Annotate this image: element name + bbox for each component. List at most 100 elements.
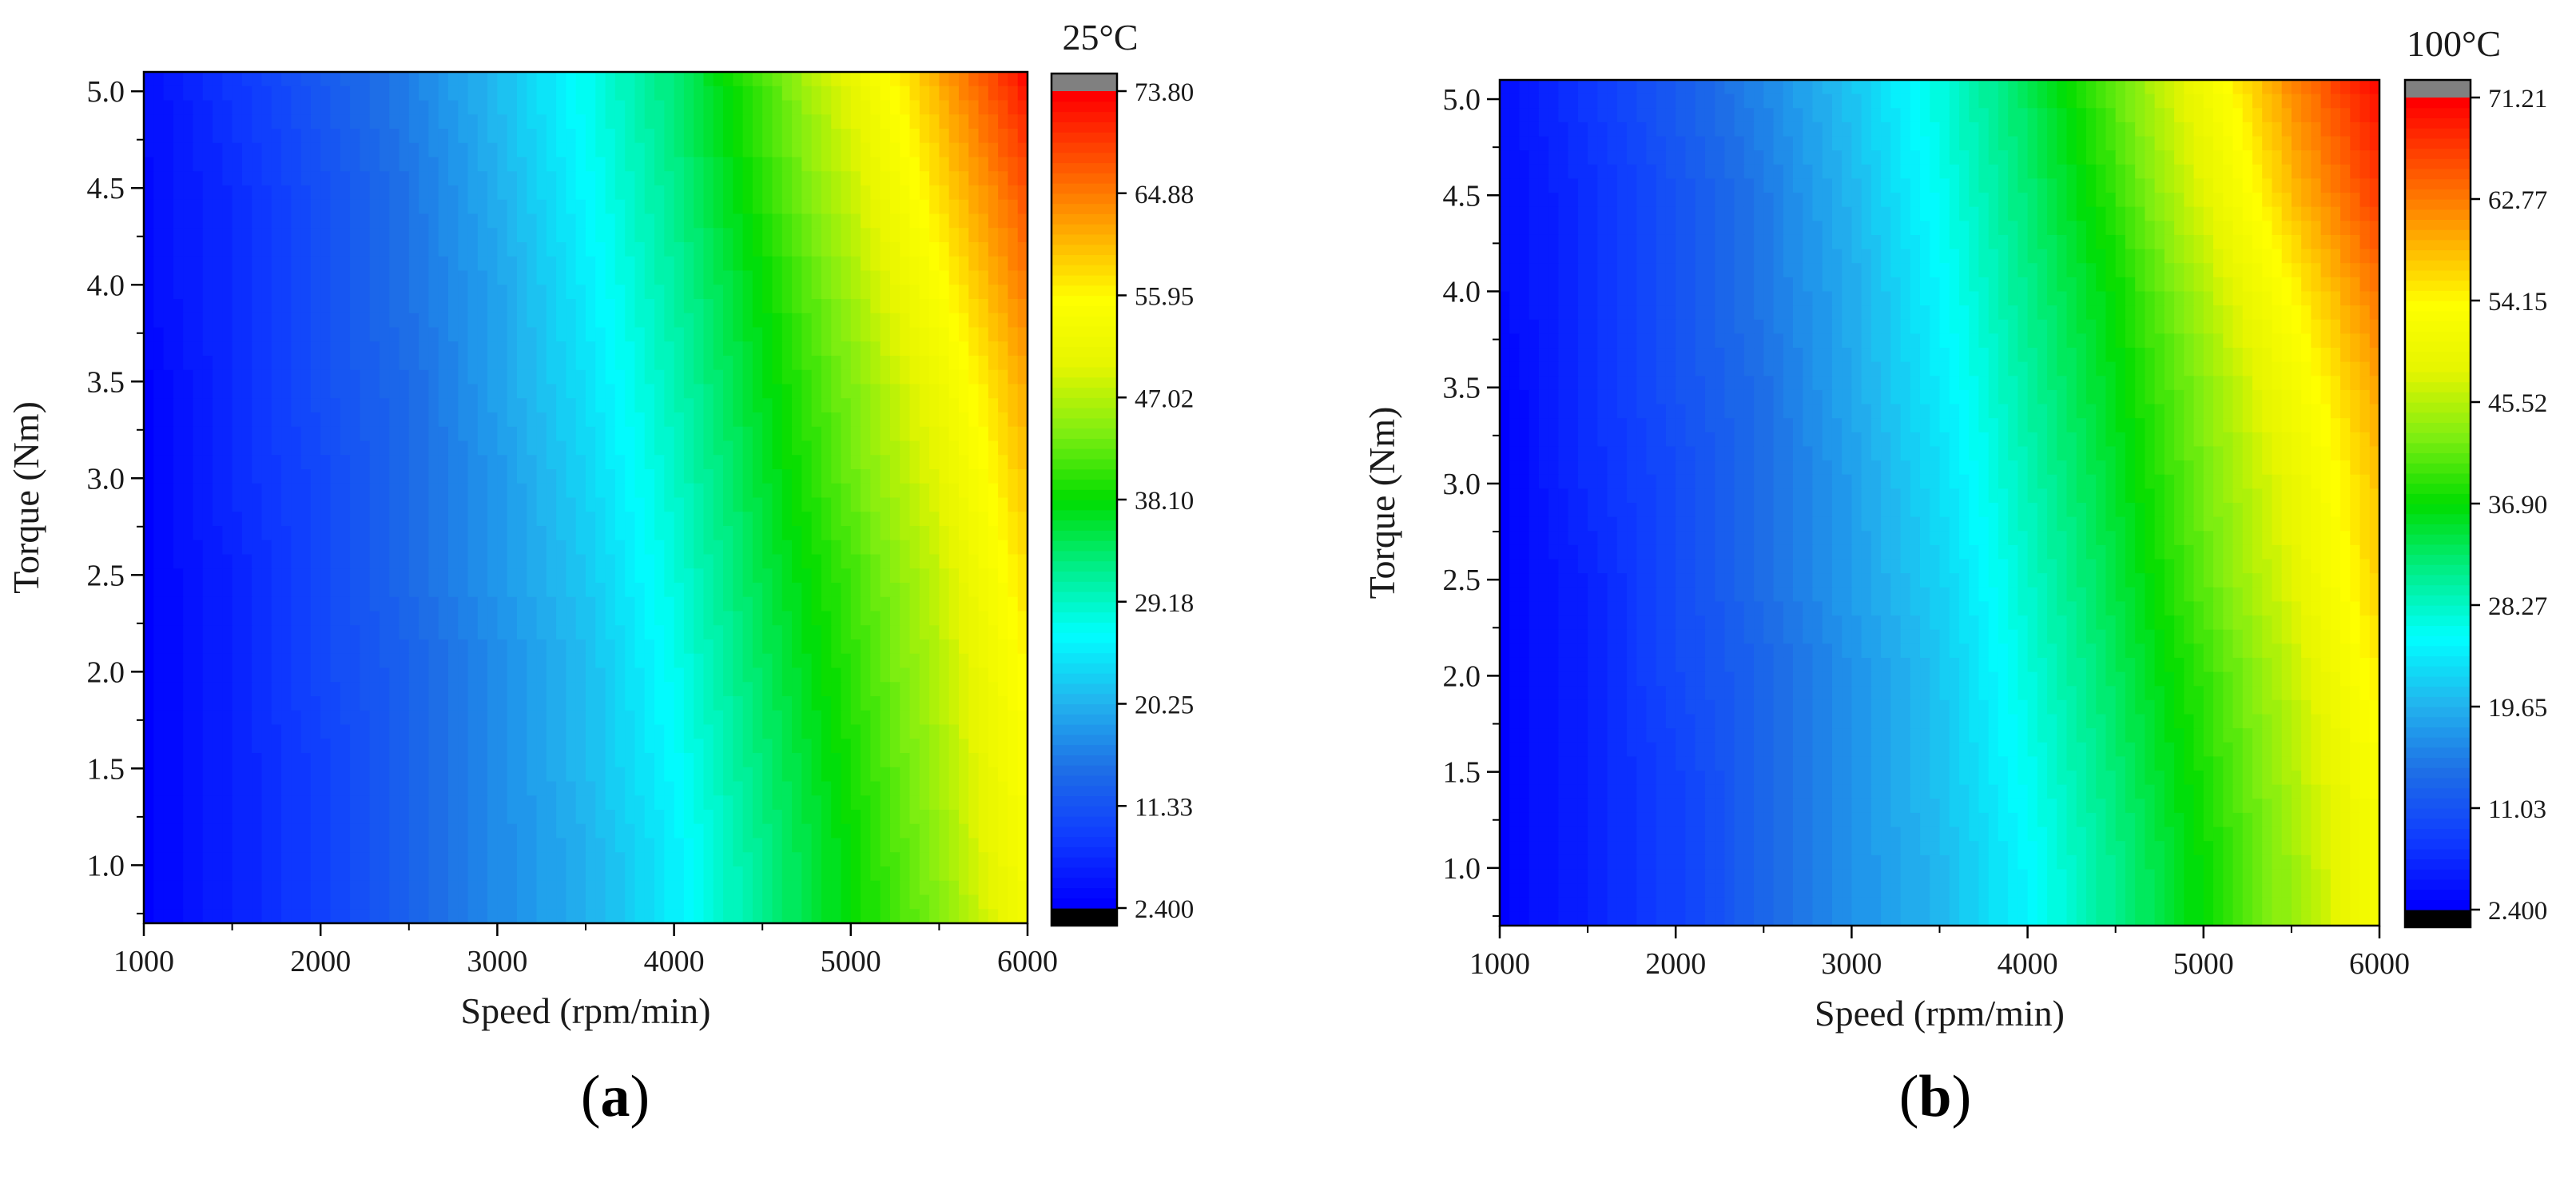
heatmap-cell xyxy=(222,823,233,839)
heatmap-cell xyxy=(144,483,155,499)
heatmap-cell xyxy=(300,426,312,442)
heatmap-cell xyxy=(614,596,626,612)
heatmap-cell xyxy=(507,753,518,768)
heatmap-cell xyxy=(978,313,989,329)
heatmap-cell xyxy=(1017,696,1028,711)
heatmap-cell xyxy=(487,455,499,470)
heatmap-cell xyxy=(497,767,508,783)
heatmap-cell xyxy=(841,270,852,286)
heatmap-cell xyxy=(497,369,508,385)
heatmap-cell xyxy=(350,100,361,116)
heatmap-cell xyxy=(889,313,901,329)
heatmap-cell xyxy=(752,810,763,825)
heatmap-cell xyxy=(566,256,577,272)
heatmap-cell xyxy=(399,213,410,229)
heatmap-cell xyxy=(340,512,351,527)
heatmap-cell xyxy=(909,795,920,811)
heatmap-cell xyxy=(271,129,282,144)
heatmap-cell xyxy=(605,86,616,102)
heatmap-cell xyxy=(625,256,636,272)
heatmap-cell xyxy=(841,739,852,754)
heatmap-cell xyxy=(988,242,999,257)
heatmap-cell xyxy=(252,228,263,243)
heatmap-cell xyxy=(163,596,174,612)
heatmap-cell xyxy=(1017,739,1028,754)
heatmap-cell xyxy=(792,171,803,186)
heatmap-cell xyxy=(320,696,332,711)
heatmap-cell xyxy=(733,767,744,783)
heatmap-cell xyxy=(752,625,763,640)
heatmap-cell xyxy=(929,823,940,839)
heatmap-cell xyxy=(310,341,321,356)
heatmap-cell xyxy=(516,596,528,612)
heatmap-cell xyxy=(909,540,920,556)
heatmap-cell xyxy=(1008,795,1019,811)
heatmap-cell xyxy=(605,795,616,811)
heatmap-cell xyxy=(713,369,724,385)
heatmap-cell xyxy=(300,213,312,229)
heatmap-cell xyxy=(742,682,753,697)
heatmap-cell xyxy=(841,199,852,215)
heatmap-cell xyxy=(674,356,685,371)
heatmap-cell xyxy=(360,100,371,116)
heatmap-cell xyxy=(752,667,763,683)
heatmap-cell xyxy=(939,171,950,186)
heatmap-cell xyxy=(232,412,243,428)
heatmap-cell xyxy=(144,299,155,314)
heatmap-cell xyxy=(605,823,616,839)
heatmap-cell xyxy=(467,228,479,243)
heatmap-cell xyxy=(1008,710,1019,726)
heatmap-cell xyxy=(419,185,430,201)
heatmap-cell xyxy=(683,299,694,314)
heatmap-cell xyxy=(762,497,773,513)
heatmap-cell xyxy=(222,540,233,556)
heatmap-cell xyxy=(536,568,547,584)
heatmap-cell xyxy=(497,185,508,201)
heatmap-cell xyxy=(438,823,449,839)
heatmap-cell xyxy=(428,114,439,129)
heatmap-cell xyxy=(586,455,597,470)
heatmap-cell xyxy=(586,270,597,286)
heatmap-cell xyxy=(350,242,361,257)
heatmap-cell xyxy=(527,171,538,186)
heatmap-cell xyxy=(850,157,861,173)
heatmap-cell xyxy=(487,497,499,513)
heatmap-cell xyxy=(703,724,714,740)
heatmap-cell xyxy=(831,753,842,768)
heatmap-cell xyxy=(792,114,803,129)
heatmap-cell xyxy=(163,185,174,201)
heatmap-cell xyxy=(870,767,881,783)
heatmap-cell xyxy=(614,455,626,470)
heatmap-cell xyxy=(447,568,459,584)
heatmap-cell xyxy=(399,583,410,598)
heatmap-cell xyxy=(527,455,538,470)
heatmap-cell xyxy=(575,157,586,173)
heatmap-cell xyxy=(261,526,272,541)
heatmap-cell xyxy=(733,327,744,343)
heatmap-cell xyxy=(831,270,842,286)
heatmap-cell xyxy=(202,625,213,640)
heatmap-cell xyxy=(399,114,410,129)
heatmap-cell xyxy=(998,611,1009,627)
heatmap-cell xyxy=(360,242,371,257)
heatmap-cell xyxy=(546,554,557,570)
heatmap-cell xyxy=(536,185,547,201)
heatmap-cell xyxy=(222,667,233,683)
heatmap-cell xyxy=(222,440,233,456)
heatmap-cell xyxy=(919,142,930,158)
heatmap-cell xyxy=(252,270,263,286)
heatmap-cell xyxy=(634,767,646,783)
heatmap-cell xyxy=(447,270,459,286)
heatmap-cell xyxy=(379,540,391,556)
heatmap-cell xyxy=(870,157,881,173)
heatmap-cell xyxy=(281,356,292,371)
heatmap-cell xyxy=(1008,696,1019,711)
heatmap-cell xyxy=(762,270,773,286)
heatmap-cell xyxy=(556,384,567,400)
heatmap-cell xyxy=(232,583,243,598)
heatmap-cell xyxy=(929,213,940,229)
heatmap-cell xyxy=(723,653,734,669)
heatmap-cell xyxy=(428,469,439,484)
heatmap-cell xyxy=(340,270,351,286)
heatmap-cell xyxy=(998,753,1009,768)
